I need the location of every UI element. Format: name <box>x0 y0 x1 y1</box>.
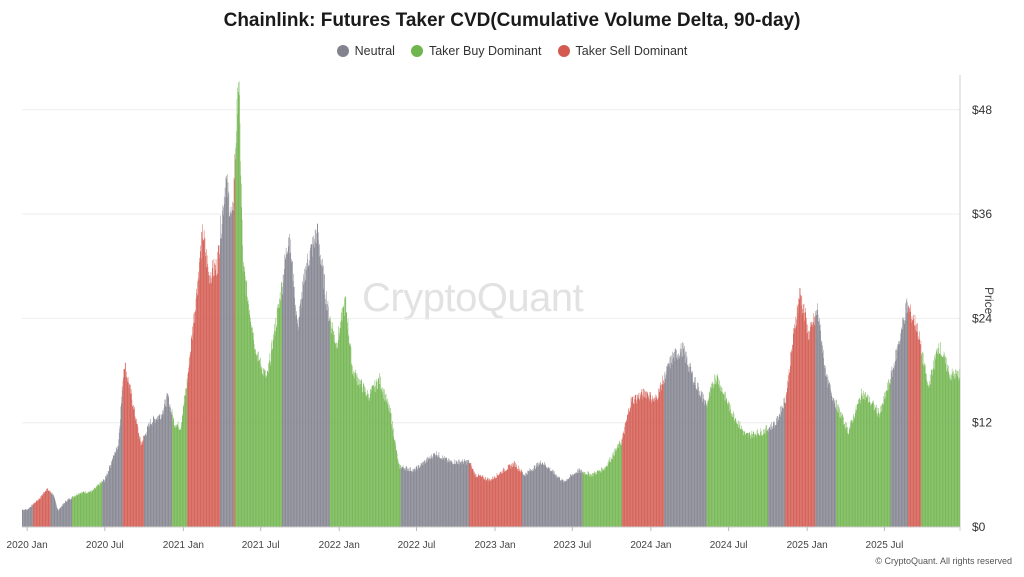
y-tick-label: $48 <box>972 103 992 117</box>
x-tick-label: 2021 Jul <box>242 540 280 551</box>
legend-item-taker-buy[interactable]: Taker Buy Dominant <box>410 44 542 58</box>
x-tick-label: 2023 Jul <box>553 540 591 551</box>
legend-dot-taker-sell <box>557 45 570 57</box>
legend-label-taker-sell: Taker Sell Dominant <box>575 44 688 58</box>
chart-legend: Neutral Taker Buy Dominant Taker Sell Do… <box>0 44 1024 58</box>
x-tick-label: 2020 Jul <box>86 540 124 551</box>
x-tick-label: 2025 Jan <box>787 540 828 551</box>
x-tick-label: 2022 Jul <box>398 540 436 551</box>
y-tick-label: $12 <box>972 416 992 430</box>
legend-dot-taker-buy <box>410 45 423 57</box>
y-tick-label: $0 <box>972 520 986 534</box>
legend-item-neutral[interactable]: Neutral <box>336 44 395 58</box>
y-tick-label: $24 <box>972 311 992 325</box>
x-tick-label: 2025 Jul <box>866 540 904 551</box>
chart-title: Chainlink: Futures Taker CVD(Cumulative … <box>223 10 801 31</box>
x-tick-label: 2022 Jan <box>319 540 360 551</box>
legend-dot-neutral <box>336 45 349 57</box>
y-axis-label: Price <box>982 287 996 315</box>
x-tick-label: 2024 Jul <box>710 540 748 551</box>
legend-label-taker-buy: Taker Buy Dominant <box>428 44 542 58</box>
legend-label-neutral: Neutral <box>354 44 395 58</box>
copyright-footer: © CryptoQuant. All rights reserved <box>875 556 1012 566</box>
y-tick-label: $36 <box>972 207 992 221</box>
x-tick-label: 2020 Jan <box>7 540 48 551</box>
x-tick-label: 2023 Jan <box>474 540 515 551</box>
watermark: CryptoQuant <box>362 276 584 320</box>
x-tick-label: 2021 Jan <box>163 540 204 551</box>
legend-item-taker-sell[interactable]: Taker Sell Dominant <box>557 44 688 58</box>
x-tick-label: 2024 Jan <box>630 540 671 551</box>
